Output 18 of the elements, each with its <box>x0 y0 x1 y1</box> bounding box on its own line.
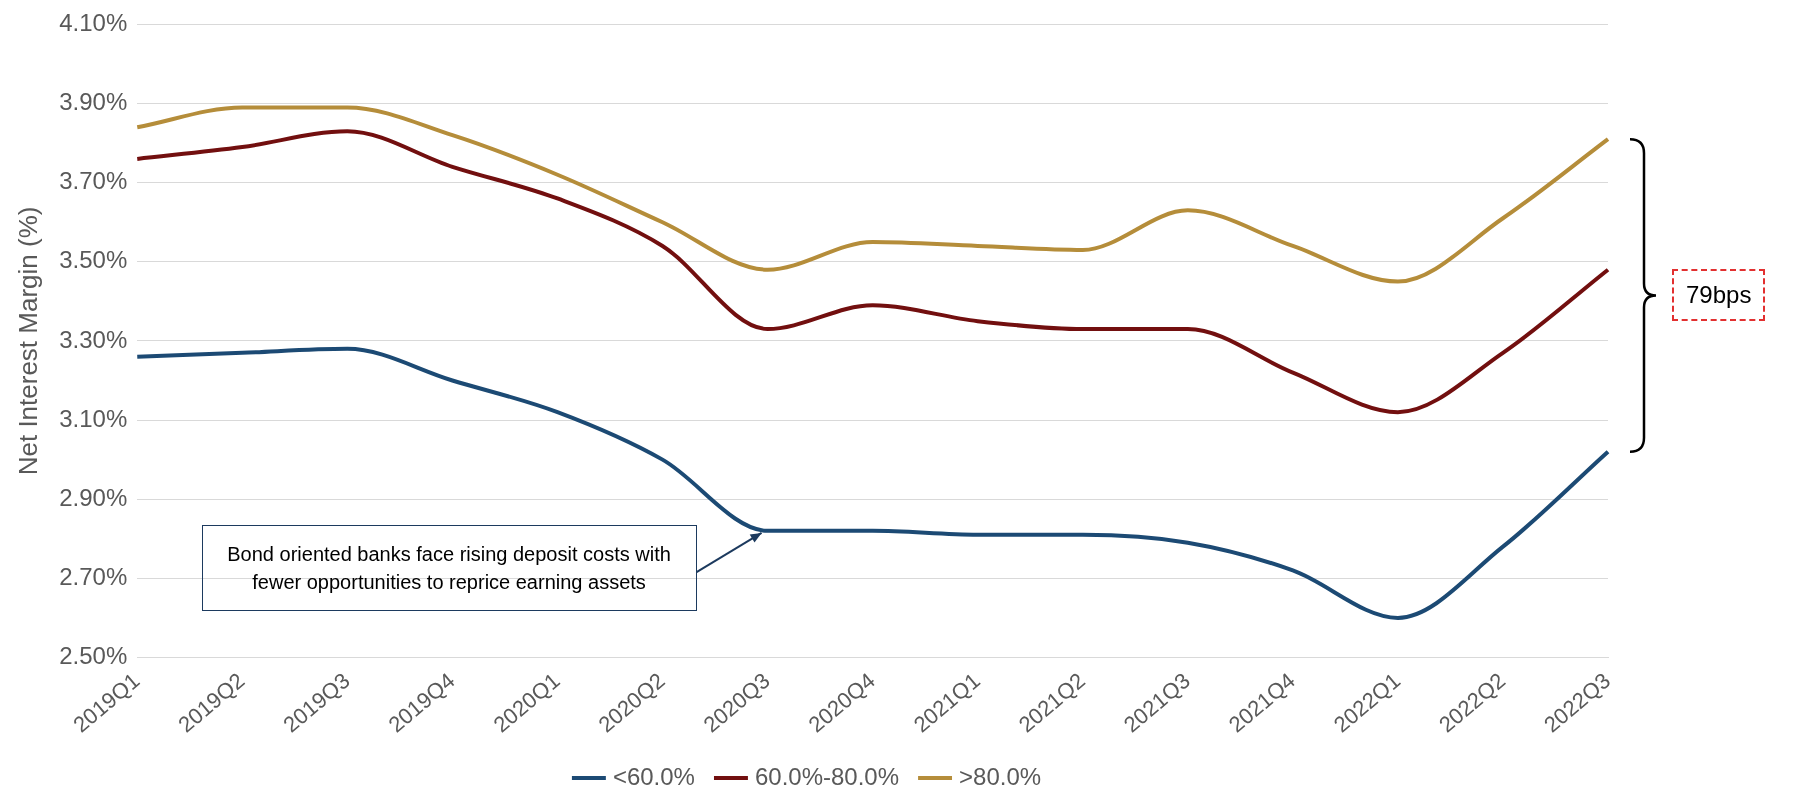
y-tick-label: 3.70% <box>59 167 128 195</box>
y-tick-label: 3.30% <box>59 325 128 353</box>
legend-label: 60.0%-80.0% <box>754 762 900 790</box>
y-tick-label: 3.90% <box>59 88 128 116</box>
text: 79bps <box>1672 269 1766 322</box>
y-tick-label: 2.90% <box>59 483 128 511</box>
y-axis-title: Net Interest Margin (%) <box>12 206 43 476</box>
legend-label: <60.0% <box>612 762 695 790</box>
y-tick-label: 3.10% <box>59 404 128 432</box>
y-tick-label: 4.10% <box>59 9 128 37</box>
legend-label: >80.0% <box>959 762 1042 790</box>
line-series <box>135 346 1610 620</box>
line-series <box>135 129 1610 415</box>
y-tick-label: 2.50% <box>59 642 128 670</box>
y-tick-label: 3.50% <box>59 246 128 274</box>
line-series <box>135 105 1610 284</box>
y-tick-label: 2.70% <box>59 562 128 590</box>
annotation: Bond oriented banks face rising deposit costs with fewer opportunities to reprice earning assets <box>201 524 697 611</box>
